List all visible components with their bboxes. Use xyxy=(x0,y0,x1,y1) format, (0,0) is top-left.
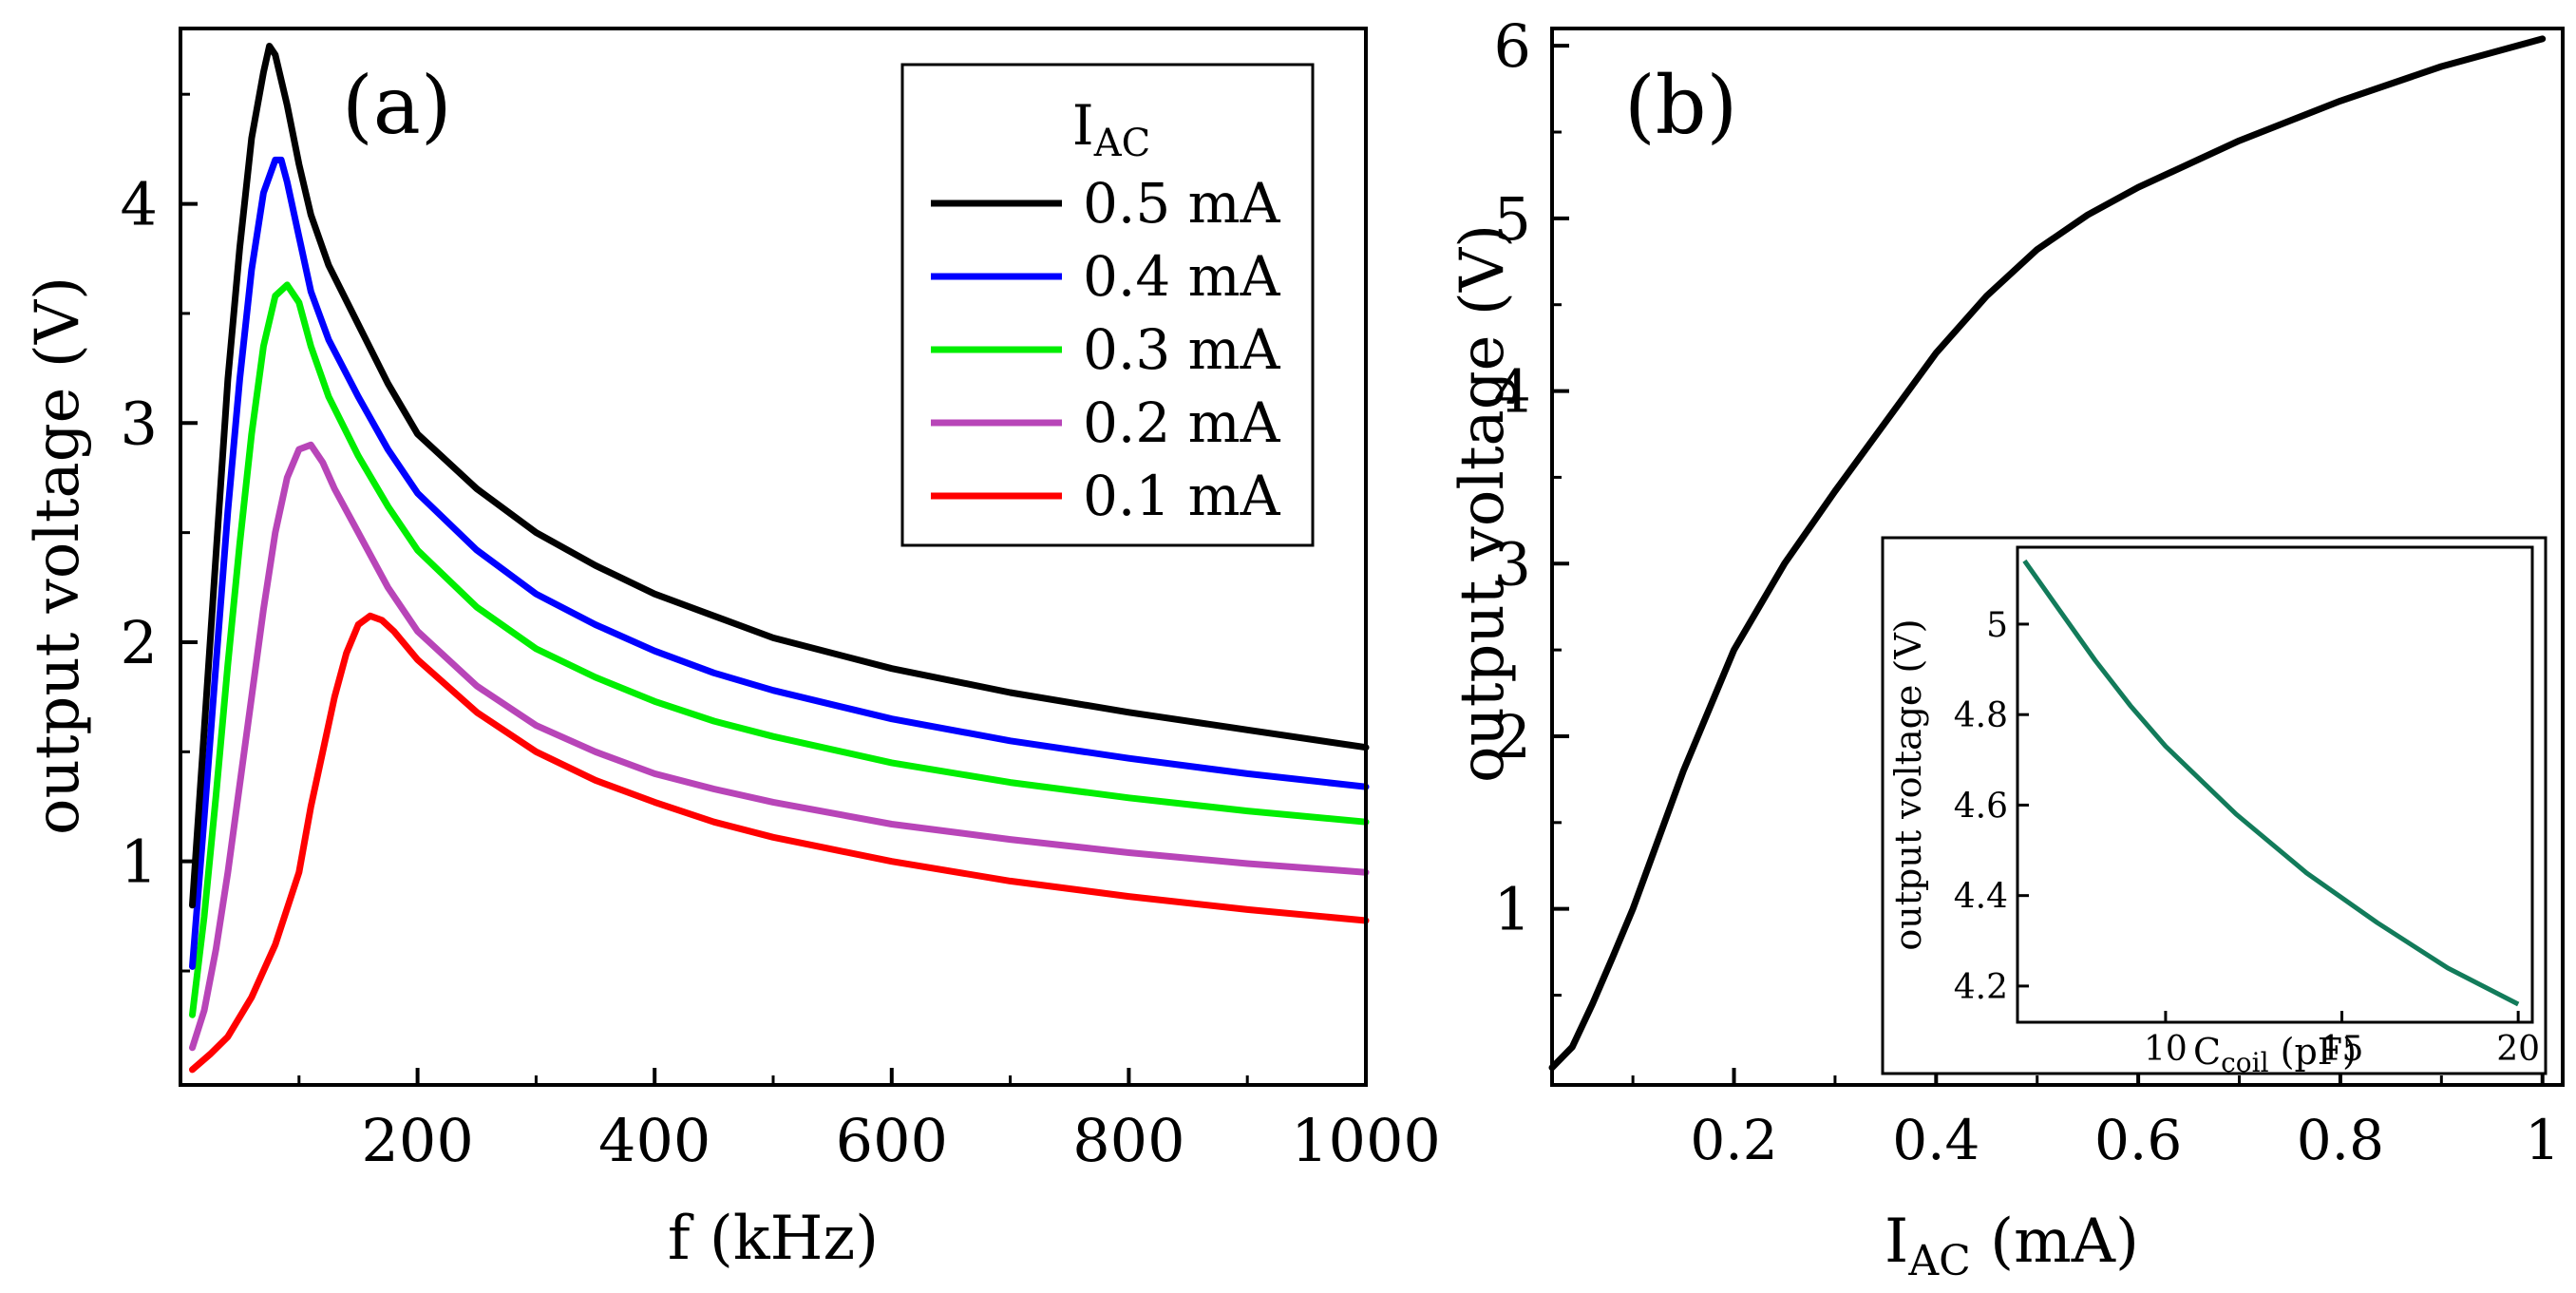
panel-b-ytick-label: 3 xyxy=(1494,529,1531,599)
panel-a-chart: 200 400 600 800 1000 1 2 3 4 (a) f (kHz) output … xyxy=(23,27,1441,1274)
panel-a-ytick-label: 4 xyxy=(121,170,158,239)
panel-a-xtick-label: 400 xyxy=(598,1106,710,1175)
panel-b-xtick-label: 0.2 xyxy=(1690,1108,1777,1172)
panel-b-ytick-label: 6 xyxy=(1494,11,1531,81)
panel-a-ytick-label: 3 xyxy=(121,389,158,458)
legend-title-sub: AC xyxy=(1093,122,1151,165)
legend-label: 0.2 mA xyxy=(1083,390,1281,455)
panel-b-xtick-label: 0.8 xyxy=(2297,1108,2384,1172)
inset-ticks xyxy=(2017,622,2520,1022)
panel-b-series xyxy=(1548,35,2547,1072)
panel-a-xtick-label: 1000 xyxy=(1291,1106,1441,1175)
panel-b-ytick-label: 5 xyxy=(1494,184,1531,254)
inset-tick-labels: 10 15 20 4.2 4.4 4.6 4.8 5 xyxy=(1954,606,2540,1069)
series-line-0-1-ma xyxy=(189,612,1370,1074)
panel-b-ytick-label: 1 xyxy=(1494,875,1531,944)
panel-b-axes-frame xyxy=(1550,27,2565,1087)
panel-b-xlabel-sub: AC xyxy=(1907,1237,1970,1285)
panel-b-xlabel: IAC (mA) xyxy=(1885,1207,2139,1285)
legend-label: 0.5 mA xyxy=(1083,171,1281,236)
inset-xtick-label: 15 xyxy=(2320,1030,2364,1069)
legend-label: 0.1 mA xyxy=(1083,464,1281,528)
inset-ytick-label: 4.8 xyxy=(1954,696,2008,735)
panel-a-axes-frame xyxy=(179,27,1368,1087)
inset-ytick-label: 4.2 xyxy=(1954,968,2008,1007)
panel-b-xlabel-main: I xyxy=(1885,1207,1908,1277)
panel-a-legend: IAC 0.5 mA 0.4 mA 0.3 mA 0.2 mA 0.1 mA xyxy=(900,63,1315,547)
inset-xlabel-main: C xyxy=(2193,1031,2221,1073)
panel-b-xtick-label: 1 xyxy=(2525,1108,2560,1172)
panel-a-series xyxy=(189,43,1370,1074)
legend-title-main: I xyxy=(1072,93,1094,158)
series-line-0-5-ma xyxy=(189,43,1370,909)
panel-a-ticks xyxy=(180,201,1368,1085)
panel-b-label: (b) xyxy=(1624,59,1737,152)
legend-label: 0.4 mA xyxy=(1083,244,1281,309)
panel-b-inset: 10 15 20 4.2 4.4 4.6 4.8 5 Ccoil (pF) output vo… xyxy=(1881,536,2548,1078)
series-line-0-2-ma xyxy=(189,441,1370,1052)
panel-b-series-line xyxy=(1548,35,2547,1072)
panel-a-ytick-label: 1 xyxy=(121,827,158,897)
legend-title: IAC xyxy=(1072,93,1150,165)
inset-series-line xyxy=(2022,559,2520,1007)
inset-outer-box xyxy=(1881,536,2548,1075)
inset-ytick-label: 4.4 xyxy=(1954,878,2008,917)
series-line-0-4-ma xyxy=(189,156,1370,970)
inset-xlabel: Ccoil (pF) xyxy=(2193,1031,2357,1078)
panel-a-label: (a) xyxy=(342,59,452,152)
inset-series xyxy=(2022,559,2520,1007)
legend-box xyxy=(900,63,1315,547)
legend-entries: 0.5 mA 0.4 mA 0.3 mA 0.2 mA 0.1 mA xyxy=(931,171,1281,528)
panel-b-xtick-label: 0.4 xyxy=(1892,1108,1979,1172)
panel-a-ylabel: output voltage (V) xyxy=(23,276,93,835)
panel-b-chart: 0.2 0.4 0.6 0.8 1 1 2 3 4 5 6 (b) IAC (mA) output … xyxy=(1448,11,2565,1285)
panel-a-ytick-label: 2 xyxy=(121,608,158,677)
inset-ytick-label: 4.6 xyxy=(1954,787,2008,826)
inset-xtick-label: 20 xyxy=(2496,1030,2540,1069)
panel-b-xlabel-unit: (mA) xyxy=(1971,1207,2139,1277)
panel-b-tick-labels: 0.2 0.4 0.6 0.8 1 1 2 3 4 5 6 xyxy=(1494,11,2561,1172)
panel-a-xtick-label: 200 xyxy=(361,1106,473,1175)
legend-label: 0.3 mA xyxy=(1083,317,1281,382)
panel-b-ylabel: output voltage (V) xyxy=(1448,224,1518,783)
panel-a-xlabel: f (kHz) xyxy=(668,1204,879,1274)
inset-xlabel-sub: coil xyxy=(2221,1047,2268,1078)
inset-ytick-label: 5 xyxy=(1986,606,2008,645)
inset-xlabel-unit: (pF) xyxy=(2269,1031,2357,1073)
panel-a-xtick-label: 800 xyxy=(1072,1106,1184,1175)
inset-xtick-label: 10 xyxy=(2144,1030,2188,1069)
panel-b-ytick-label: 2 xyxy=(1494,702,1531,771)
panel-b-xtick-label: 0.6 xyxy=(2094,1108,2182,1172)
series-line-0-3-ma xyxy=(189,281,1370,1018)
panel-b-ytick-label: 4 xyxy=(1494,357,1531,427)
inset-ylabel: output voltage (V) xyxy=(1887,618,1929,950)
inset-axes-frame xyxy=(2016,545,2534,1024)
panel-a-tick-labels: 200 400 600 800 1000 1 2 3 4 xyxy=(121,170,1441,1175)
panel-a-xtick-label: 600 xyxy=(836,1106,948,1175)
